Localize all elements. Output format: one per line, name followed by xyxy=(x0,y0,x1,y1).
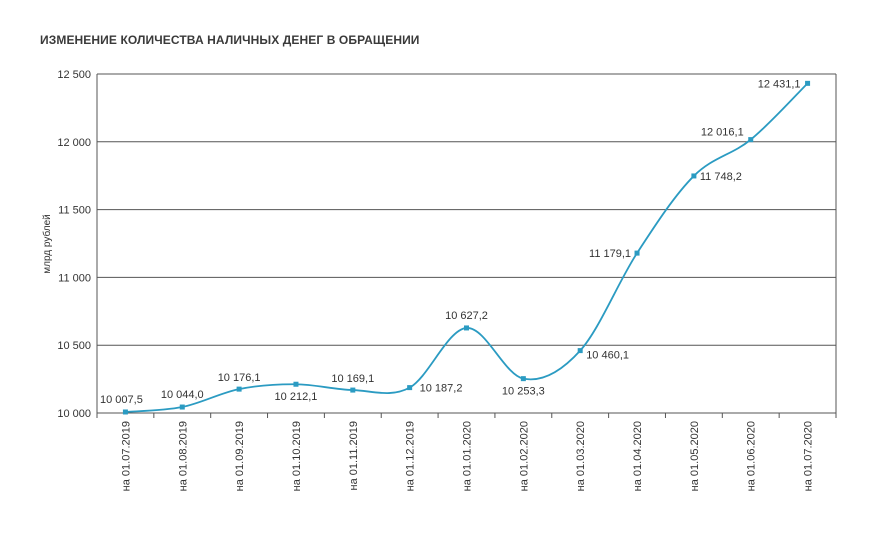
x-tick-label: на 01.02.2020 xyxy=(518,421,530,491)
data-label: 10 007,5 xyxy=(100,394,143,406)
data-point xyxy=(293,381,299,387)
x-tick-label: на 01.09.2019 xyxy=(234,421,246,491)
data-point xyxy=(407,385,413,391)
x-tick-label: на 01.03.2020 xyxy=(575,421,587,491)
x-tick-label: на 01.06.2020 xyxy=(746,421,758,491)
data-point xyxy=(805,80,811,86)
data-label: 12 016,1 xyxy=(701,127,744,139)
data-label: 10 187,2 xyxy=(420,383,463,395)
data-point xyxy=(122,409,128,415)
data-label: 10 212,1 xyxy=(275,391,318,403)
y-tick-label: 12 000 xyxy=(57,137,91,149)
chart-title: ИЗМЕНЕНИЕ КОЛИЧЕСТВА НАЛИЧНЫХ ДЕНЕГ В ОБ… xyxy=(40,33,420,47)
data-label: 10 169,1 xyxy=(331,373,374,385)
data-point xyxy=(179,404,185,410)
data-label: 10 176,1 xyxy=(218,372,261,384)
x-tick-label: на 01.12.2019 xyxy=(405,421,417,491)
data-point xyxy=(634,250,640,256)
x-tick-label: на 01.10.2019 xyxy=(291,421,303,491)
data-label: 11 179,1 xyxy=(589,248,631,260)
data-point xyxy=(520,376,526,382)
x-tick-label: на 01.04.2020 xyxy=(632,421,644,491)
data-point xyxy=(691,173,697,179)
data-point xyxy=(350,387,356,393)
data-point xyxy=(577,348,583,354)
data-label: 11 748,2 xyxy=(700,171,742,183)
data-point xyxy=(748,137,754,143)
data-label: 10 627,2 xyxy=(445,310,488,322)
data-label: 12 431,1 xyxy=(758,78,801,90)
y-tick-label: 12 500 xyxy=(57,69,91,81)
x-tick-label: на 01.07.2020 xyxy=(803,421,815,491)
y-axis-label: млрд рублей xyxy=(41,214,53,273)
x-tick-label: на 01.11.2019 xyxy=(348,421,360,491)
data-point xyxy=(464,325,469,331)
data-label: 10 044,0 xyxy=(161,389,204,401)
data-label: 10 460,1 xyxy=(586,350,629,362)
y-tick-label: 11 500 xyxy=(58,205,91,217)
y-tick-label: 10 500 xyxy=(57,340,91,352)
x-tick-label: на 01.08.2019 xyxy=(177,421,189,491)
data-label: 10 253,3 xyxy=(502,386,545,398)
x-tick-label: на 01.05.2020 xyxy=(689,421,701,491)
data-point xyxy=(236,386,242,392)
y-tick-label: 11 000 xyxy=(58,272,91,284)
x-tick-label: на 01.01.2020 xyxy=(462,421,474,491)
y-tick-label: 10 000 xyxy=(57,408,91,420)
x-tick-label: на 01.07.2019 xyxy=(120,421,132,491)
